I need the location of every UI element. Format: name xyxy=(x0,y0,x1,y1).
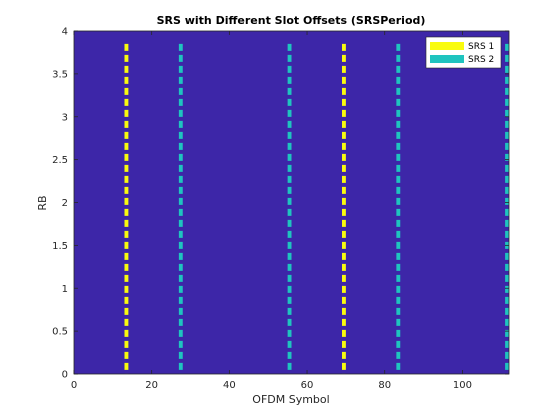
x-axis-label: OFDM Symbol xyxy=(252,393,329,406)
legend-swatch-srs-1 xyxy=(430,42,464,50)
legend-entry-srs-2: SRS 2 xyxy=(468,55,494,65)
srs-stripes xyxy=(124,43,510,374)
x-tick-label: 60 xyxy=(301,380,314,391)
y-tick-label: 0 xyxy=(62,370,68,381)
y-tick-label: 3.5 xyxy=(52,69,68,80)
y-tick-label: 1.5 xyxy=(52,241,68,252)
y-tick-label: 4 xyxy=(62,27,68,38)
chart-title: SRS with Different Slot Offsets (SRSPeri… xyxy=(157,14,426,27)
x-tick-label: 100 xyxy=(453,380,472,391)
legend-swatch-srs-2 xyxy=(430,55,464,63)
x-tick-label: 20 xyxy=(145,380,158,391)
y-axis-ticks: 0 0.5 1 1.5 2 2.5 3 3.5 4 xyxy=(52,27,509,381)
x-tick-label: 0 xyxy=(71,380,77,391)
y-tick-label: 0.5 xyxy=(52,327,68,338)
y-tick-label: 2.5 xyxy=(52,155,68,166)
y-tick-label: 3 xyxy=(62,112,68,123)
legend: SRS 1 SRS 2 xyxy=(425,36,502,69)
x-tick-label: 80 xyxy=(378,380,391,391)
y-tick-label: 2 xyxy=(62,198,68,209)
x-axis-ticks: 0 20 40 60 80 100 xyxy=(71,31,472,391)
legend-entry-srs-1: SRS 1 xyxy=(468,42,494,52)
y-axis-label: RB xyxy=(36,195,49,210)
y-tick-label: 1 xyxy=(62,284,68,295)
x-tick-label: 40 xyxy=(223,380,236,391)
plot-area xyxy=(73,30,510,375)
